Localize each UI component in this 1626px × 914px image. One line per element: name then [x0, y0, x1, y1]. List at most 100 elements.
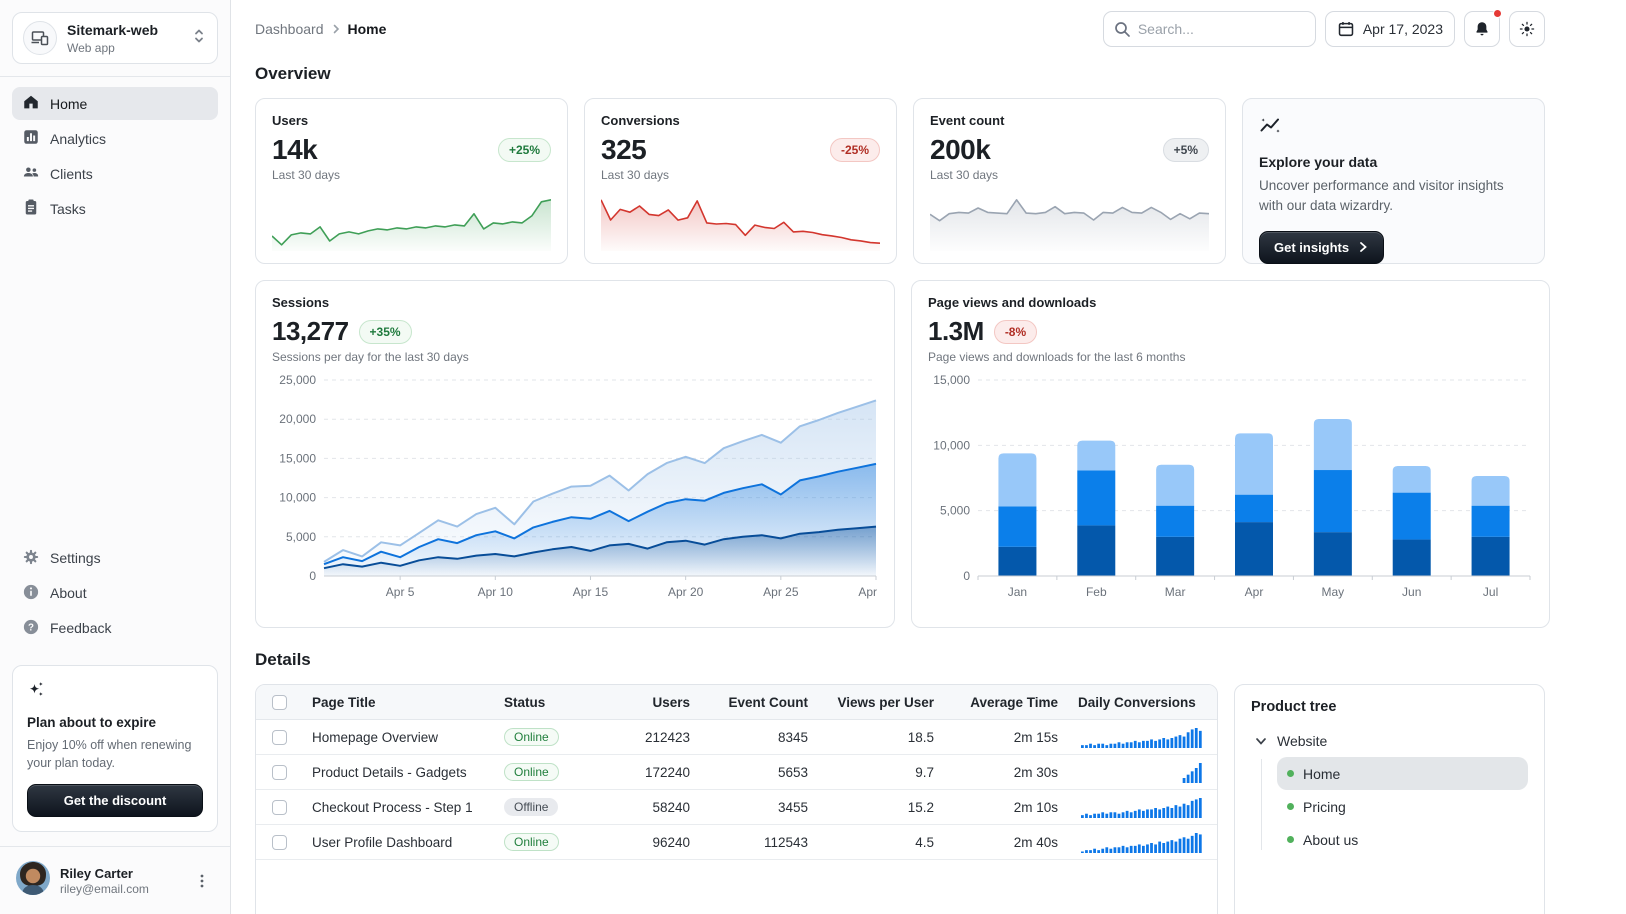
details-section: Page Title Status Users Event Count View… [255, 684, 1545, 914]
daily-conversions-spark [1182, 763, 1202, 783]
workspace-type: Web app [67, 40, 115, 55]
trend-chip: -8% [993, 319, 1038, 344]
svg-text:Mar: Mar [1165, 585, 1186, 599]
tree-dot-icon [1287, 803, 1294, 810]
sidebar-item-analytics[interactable]: Analytics [12, 122, 218, 155]
notifications-button[interactable] [1464, 9, 1502, 47]
trend-chip: +25% [497, 138, 551, 162]
average-time-cell: 2m 10s [1013, 799, 1058, 815]
table-row[interactable]: Homepage Overview Online 212423 8345 18.… [256, 720, 1217, 755]
svg-text:10,000: 10,000 [933, 438, 970, 452]
views-per-user-cell: 15.2 [907, 799, 934, 815]
workspace-name: Sitemark-web [67, 21, 159, 38]
sidebar-item-settings[interactable]: Settings [12, 542, 218, 575]
svg-text:Apr 20: Apr 20 [668, 585, 704, 599]
sidebar-primary-nav: Home Analytics Clients Tasks [0, 77, 230, 235]
search-input[interactable] [1102, 11, 1316, 47]
tree-item-website[interactable]: Website [1251, 725, 1528, 757]
column-header-status[interactable]: Status [504, 694, 546, 710]
stat-value: 14k [272, 134, 318, 165]
sidebar-item-label: Analytics [50, 130, 107, 147]
sidebar-item-feedback[interactable]: ? Feedback [12, 612, 218, 645]
sidebar-item-label: Tasks [50, 200, 86, 217]
daily-conversions-spark [1081, 798, 1202, 818]
sidebar-item-tasks[interactable]: Tasks [12, 192, 218, 225]
table-row[interactable]: Checkout Process - Step 1 Offline 58240 … [256, 790, 1217, 825]
views-per-user-cell: 18.5 [907, 729, 934, 745]
breadcrumb-home: Home [347, 21, 387, 37]
workspace-select[interactable]: Sitemark-web Web app [12, 12, 218, 64]
gear-icon [22, 548, 40, 569]
tree-guide-line [1261, 759, 1262, 850]
people-icon [22, 163, 40, 184]
table-row[interactable]: Product Details - Gadgets Online 172240 … [256, 755, 1217, 790]
sidebar-item-label: Feedback [50, 620, 112, 637]
page-views-caption: Page views and downloads for the last 6 … [928, 350, 1186, 364]
user-menu-button[interactable] [190, 869, 214, 893]
plan-card-body: Enjoy 10% off when renewing your plan to… [27, 737, 192, 770]
user-email: riley@email.com [60, 881, 149, 896]
table-header-row: Page Title Status Users Event Count View… [256, 685, 1217, 720]
unfold-more-icon [191, 27, 207, 50]
explore-card-body: Uncover performance and visitor insights… [1259, 178, 1504, 214]
sidebar-secondary-nav: Settings About ? Feedback [0, 532, 230, 655]
row-checkbox[interactable] [271, 799, 287, 815]
column-header-event-count[interactable]: Event Count [728, 694, 809, 710]
sidebar-item-label: Settings [50, 550, 101, 567]
users-cell: 96240 [652, 834, 690, 850]
svg-text:Apr 25: Apr 25 [763, 585, 799, 599]
page-title-cell: Product Details - Gadgets [312, 764, 467, 780]
main-content: Dashboard Home Apr 17, 2023 [231, 0, 1626, 914]
get-discount-button[interactable]: Get the discount [27, 784, 203, 817]
stat-card-grid: Users 14k +25% Last 30 days Conversions … [255, 98, 1545, 264]
stat-value: 200k [930, 134, 991, 165]
stat-card-event-count: Event count 200k +5% Last 30 days [913, 98, 1226, 264]
get-insights-button[interactable]: Get insights [1259, 230, 1385, 264]
calendar-icon [1338, 21, 1354, 37]
tree-item-about-us[interactable]: About us [1277, 823, 1528, 856]
svg-text:Apr 15: Apr 15 [573, 585, 609, 599]
column-header-views-per-user[interactable]: Views per User [837, 694, 934, 710]
sidebar-item-clients[interactable]: Clients [12, 157, 218, 190]
date-label: Apr 17, 2023 [1362, 21, 1443, 37]
breadcrumb: Dashboard Home [255, 21, 386, 37]
event-count-cell: 3455 [777, 799, 808, 815]
more-vert-icon [200, 874, 204, 887]
theme-toggle-button[interactable] [1509, 11, 1545, 47]
conversions-sparkline-chart [601, 199, 880, 251]
column-header-average-time[interactable]: Average Time [970, 694, 1058, 710]
column-header-daily-conversions[interactable]: Daily Conversions [1078, 694, 1196, 710]
date-picker-button[interactable]: Apr 17, 2023 [1324, 11, 1455, 47]
sessions-value: 13,277 [272, 316, 349, 346]
column-header-page-title[interactable]: Page Title [312, 694, 376, 710]
sidebar-divider-bottom [0, 846, 230, 847]
row-checkbox[interactable] [271, 764, 287, 780]
tree-item-pricing[interactable]: Pricing [1277, 790, 1528, 823]
svg-text:15,000: 15,000 [279, 451, 316, 465]
help-icon: ? [22, 618, 40, 639]
svg-text:10,000: 10,000 [279, 491, 316, 505]
average-time-cell: 2m 30s [1013, 764, 1058, 780]
average-time-cell: 2m 40s [1013, 834, 1058, 850]
table-row[interactable]: User Profile Dashboard Online 96240 1125… [256, 825, 1217, 860]
select-all-checkbox[interactable] [271, 694, 287, 710]
stat-title: Users [272, 113, 309, 128]
sidebar-item-about[interactable]: About [12, 577, 218, 610]
users-cell: 172240 [644, 764, 690, 780]
views-per-user-cell: 4.5 [915, 834, 934, 850]
row-checkbox[interactable] [271, 729, 287, 745]
sidebar-item-home[interactable]: Home [12, 87, 218, 120]
tree-item-home[interactable]: Home [1277, 757, 1528, 790]
breadcrumb-dashboard[interactable]: Dashboard [255, 21, 324, 37]
column-header-users[interactable]: Users [652, 694, 690, 710]
tasks-icon [22, 198, 40, 219]
insights-icon [1259, 115, 1281, 142]
user-name: Riley Carter [60, 865, 133, 881]
avatar [16, 861, 50, 900]
sidebar-item-label: About [50, 585, 87, 602]
tree-dot-icon [1287, 770, 1294, 777]
stat-title: Conversions [601, 113, 680, 128]
user-section: Riley Carter riley@email.com [0, 847, 230, 914]
row-checkbox[interactable] [271, 834, 287, 850]
